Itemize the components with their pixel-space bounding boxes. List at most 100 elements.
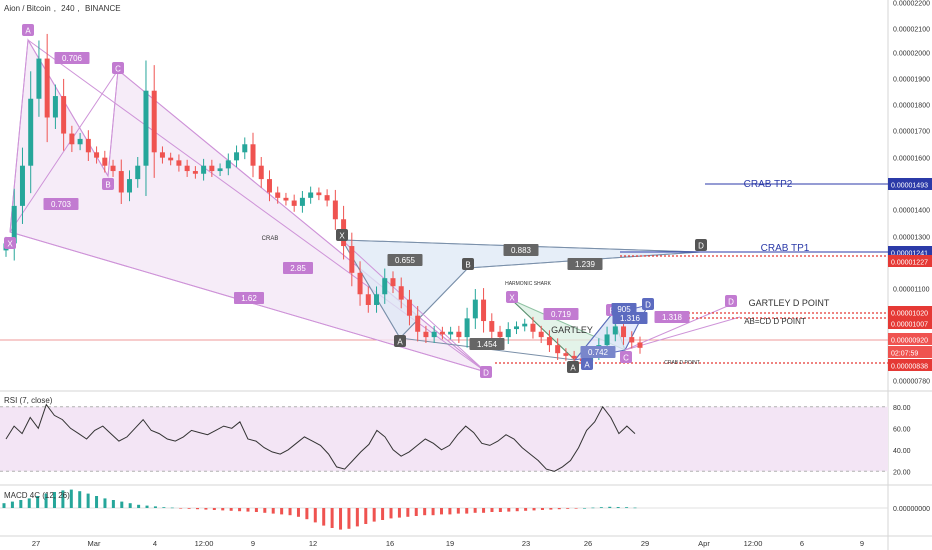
exchange: BINANCE [85,4,121,13]
price-tick-label: 0.00001400 [893,208,930,215]
macd-bar [44,493,48,508]
macd-bar [566,508,570,509]
price-tick-label: 0.00001300 [893,235,930,242]
candle-body [110,165,116,172]
pattern-point-box [642,298,654,310]
candle-body [415,315,421,332]
price-label-box [888,346,932,358]
ratio-box [580,346,616,358]
macd-bar [280,508,284,515]
ratio-box [567,258,603,270]
rsi-tick-label: 60.00 [893,426,911,433]
candle-body [513,326,519,330]
pattern-point-box [22,24,34,36]
candle-body [316,192,322,196]
pattern-point-label: A [25,27,31,36]
candle-body [390,278,396,287]
macd-bar [120,501,124,508]
macd-bar [524,508,528,511]
pattern-point-label: D [645,301,651,310]
pattern-point-label: X [7,240,13,249]
candle-body [423,331,429,338]
candle-body [621,326,627,338]
macd-bar [137,504,141,508]
candle-body [234,152,240,161]
ratio-box [54,52,90,64]
pattern-point-label: D [483,369,489,378]
macd-bar [204,508,208,510]
candle-body [612,326,618,335]
macd-bar [170,507,174,509]
candle-body [538,331,544,338]
candle-body [266,179,272,193]
price-label-text: 0.00001007 [891,322,928,329]
candle-body [324,195,330,201]
pattern-point-box [480,366,492,378]
pattern-annotation: CRAB D POINT [664,360,700,366]
pattern-point-box [394,335,406,347]
price-label-text: 02:07:59 [891,351,918,358]
rsi-line [5,403,636,472]
pattern-annotation: CRAB TP2 [744,179,793,190]
macd-bar [86,493,90,508]
macd-bar [616,507,620,508]
ratio-label: 1.318 [662,313,683,322]
candle-body [11,205,17,244]
macd-bar [364,508,368,524]
candle-body [489,321,495,332]
candle-body [36,58,42,99]
macd-bar [608,506,612,508]
candle-body [546,337,552,346]
candle-body [209,165,215,172]
candle-body [332,200,338,220]
price-label-text: 0.00000920 [891,338,928,345]
chart-header: Aion / Bitcoin, 240, BINANCE [4,4,121,13]
ratio-label: 905 [617,305,631,314]
macd-bar [36,496,40,508]
candle-body [192,171,198,174]
candle-body [242,144,248,153]
macd-bar [406,508,410,517]
rsi-tick-label: 40.00 [893,448,911,455]
pattern-point-label: A [397,338,403,347]
price-label-box [888,178,932,190]
macd-bar [431,508,435,516]
shark-crab-leg [341,239,487,373]
time-tick-label: Apr [698,539,710,548]
macd-bar [19,500,23,508]
candle-body [571,355,577,359]
rsi-title: RSI (7, close) [4,396,53,405]
ratio-box [283,262,313,274]
candle-body [217,168,223,172]
macd-bar [103,498,107,508]
candle-body [308,192,314,198]
abcd-a-label: A [584,361,590,370]
price-label-text: 0.00001020 [891,311,928,318]
candle-body [28,98,34,166]
pattern-annotation: HARMONIC SHARK [505,281,552,287]
time-tick-label: Mar [88,539,101,548]
candle-body [481,299,487,322]
price-tick-label: 0.00001100 [893,287,930,294]
pattern-point-label: B [465,261,470,270]
pattern-point-label: D [698,242,704,251]
time-tick-label: 9 [251,539,255,548]
ratio-box [43,198,79,210]
ratio-label: 0.706 [62,54,83,63]
rsi-tick-label: 80.00 [893,405,911,412]
pattern-labels[interactable]: ACBXDXBADXBACDDA0.7060.7032.851.620.6550… [4,24,888,378]
pattern-point-box [695,239,707,251]
macd-bar [296,508,300,517]
candle-body [629,337,635,343]
macd-bar [355,508,359,527]
macd-bar [2,503,6,508]
macd-pane: 0.00000000 [0,489,930,530]
time-tick-label: 12:00 [195,539,214,548]
pattern-point-label: C [115,65,121,74]
time-tick-label: 29 [641,539,649,548]
macd-bar [625,507,629,508]
pattern-point-label: A [570,364,576,373]
abcd-a-box [581,358,593,370]
candle-body [127,179,133,193]
